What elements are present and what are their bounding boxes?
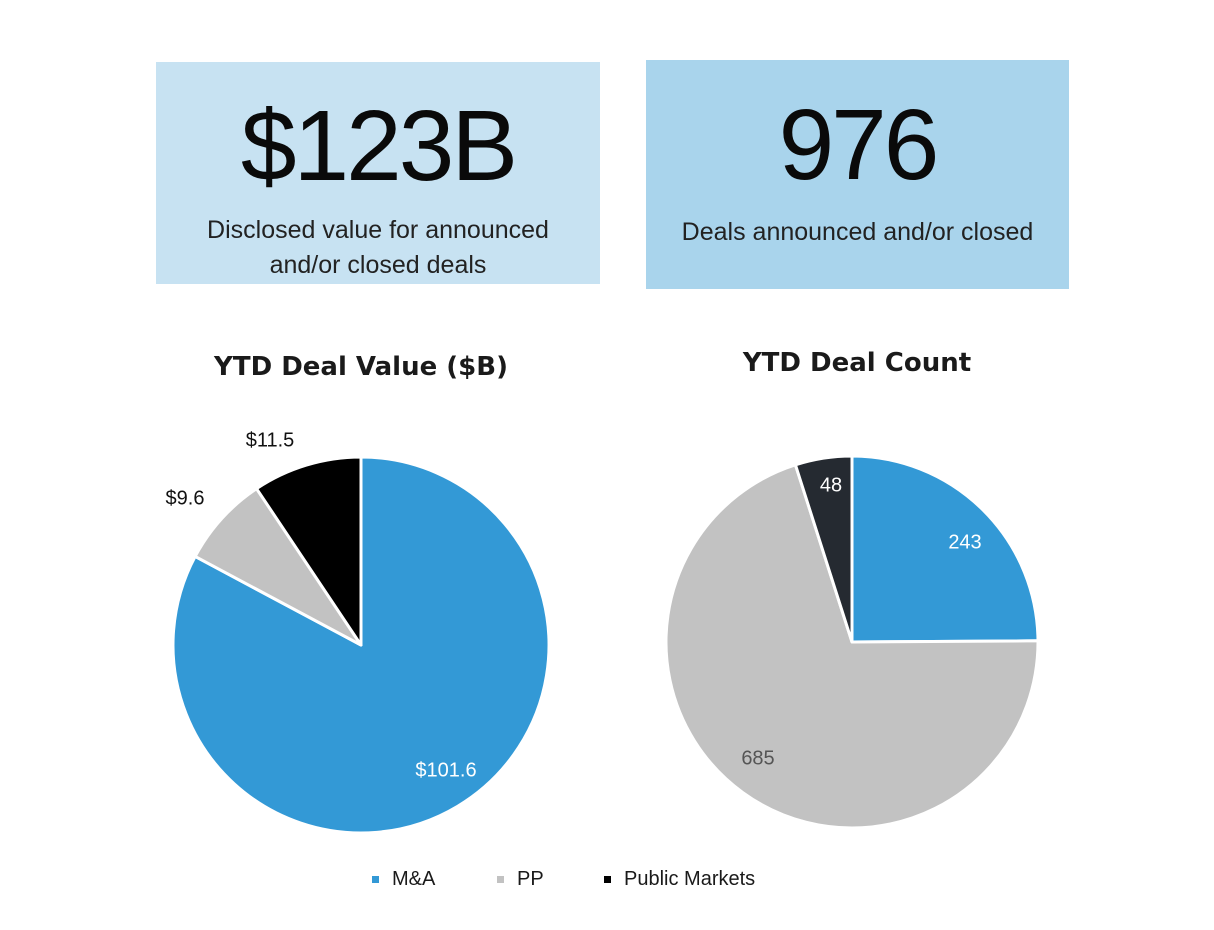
deal-count-card: 976 Deals announced and/or closed bbox=[646, 60, 1069, 289]
legend-label-ma: M&A bbox=[392, 868, 436, 890]
legend-label-pp: PP bbox=[517, 868, 544, 890]
deal-count-caption: Deals announced and/or closed bbox=[681, 218, 1034, 246]
count-slice-public-markets bbox=[793, 454, 854, 644]
count-label-public-markets: 48 bbox=[820, 474, 842, 496]
value-label-public-markets: $11.5 bbox=[246, 429, 295, 451]
legend-item-public-markets: Public Markets bbox=[604, 868, 755, 891]
legend-item-pp: PP bbox=[497, 868, 544, 891]
deal-value-total: $123B bbox=[240, 90, 518, 202]
value-slice-pp bbox=[193, 487, 363, 647]
deal-value-chart-title: YTD Deal Value ($B) bbox=[214, 352, 508, 382]
count-label-pp: 685 bbox=[741, 747, 774, 769]
legend-swatch-public-markets bbox=[604, 876, 611, 883]
deal-value-pie: $101.6 $9.6 $11.5 bbox=[166, 429, 551, 835]
value-slice-public-markets bbox=[255, 455, 363, 647]
legend-swatch-pp bbox=[497, 876, 504, 883]
count-slice-pp bbox=[664, 463, 1040, 830]
deal-value-caption: Disclosed value for announced and/or clo… bbox=[207, 216, 549, 279]
count-slice-ma bbox=[850, 454, 1040, 644]
deal-count-chart-title: YTD Deal Count bbox=[742, 348, 972, 378]
legend-swatch-ma bbox=[372, 876, 379, 883]
deal-count-pie: 243 685 48 bbox=[664, 454, 1040, 830]
legend-label-public-markets: Public Markets bbox=[624, 868, 756, 890]
value-label-pp: $9.6 bbox=[166, 487, 205, 509]
value-label-ma: $101.6 bbox=[415, 759, 476, 781]
legend-item-ma: M&A bbox=[372, 868, 435, 891]
count-label-ma: 243 bbox=[948, 531, 981, 553]
deal-value-card: $123B Disclosed value for announced and/… bbox=[156, 62, 600, 284]
deal-count-total: 976 bbox=[778, 89, 940, 201]
chart-legend: M&A PP Public Markets bbox=[0, 868, 1214, 898]
